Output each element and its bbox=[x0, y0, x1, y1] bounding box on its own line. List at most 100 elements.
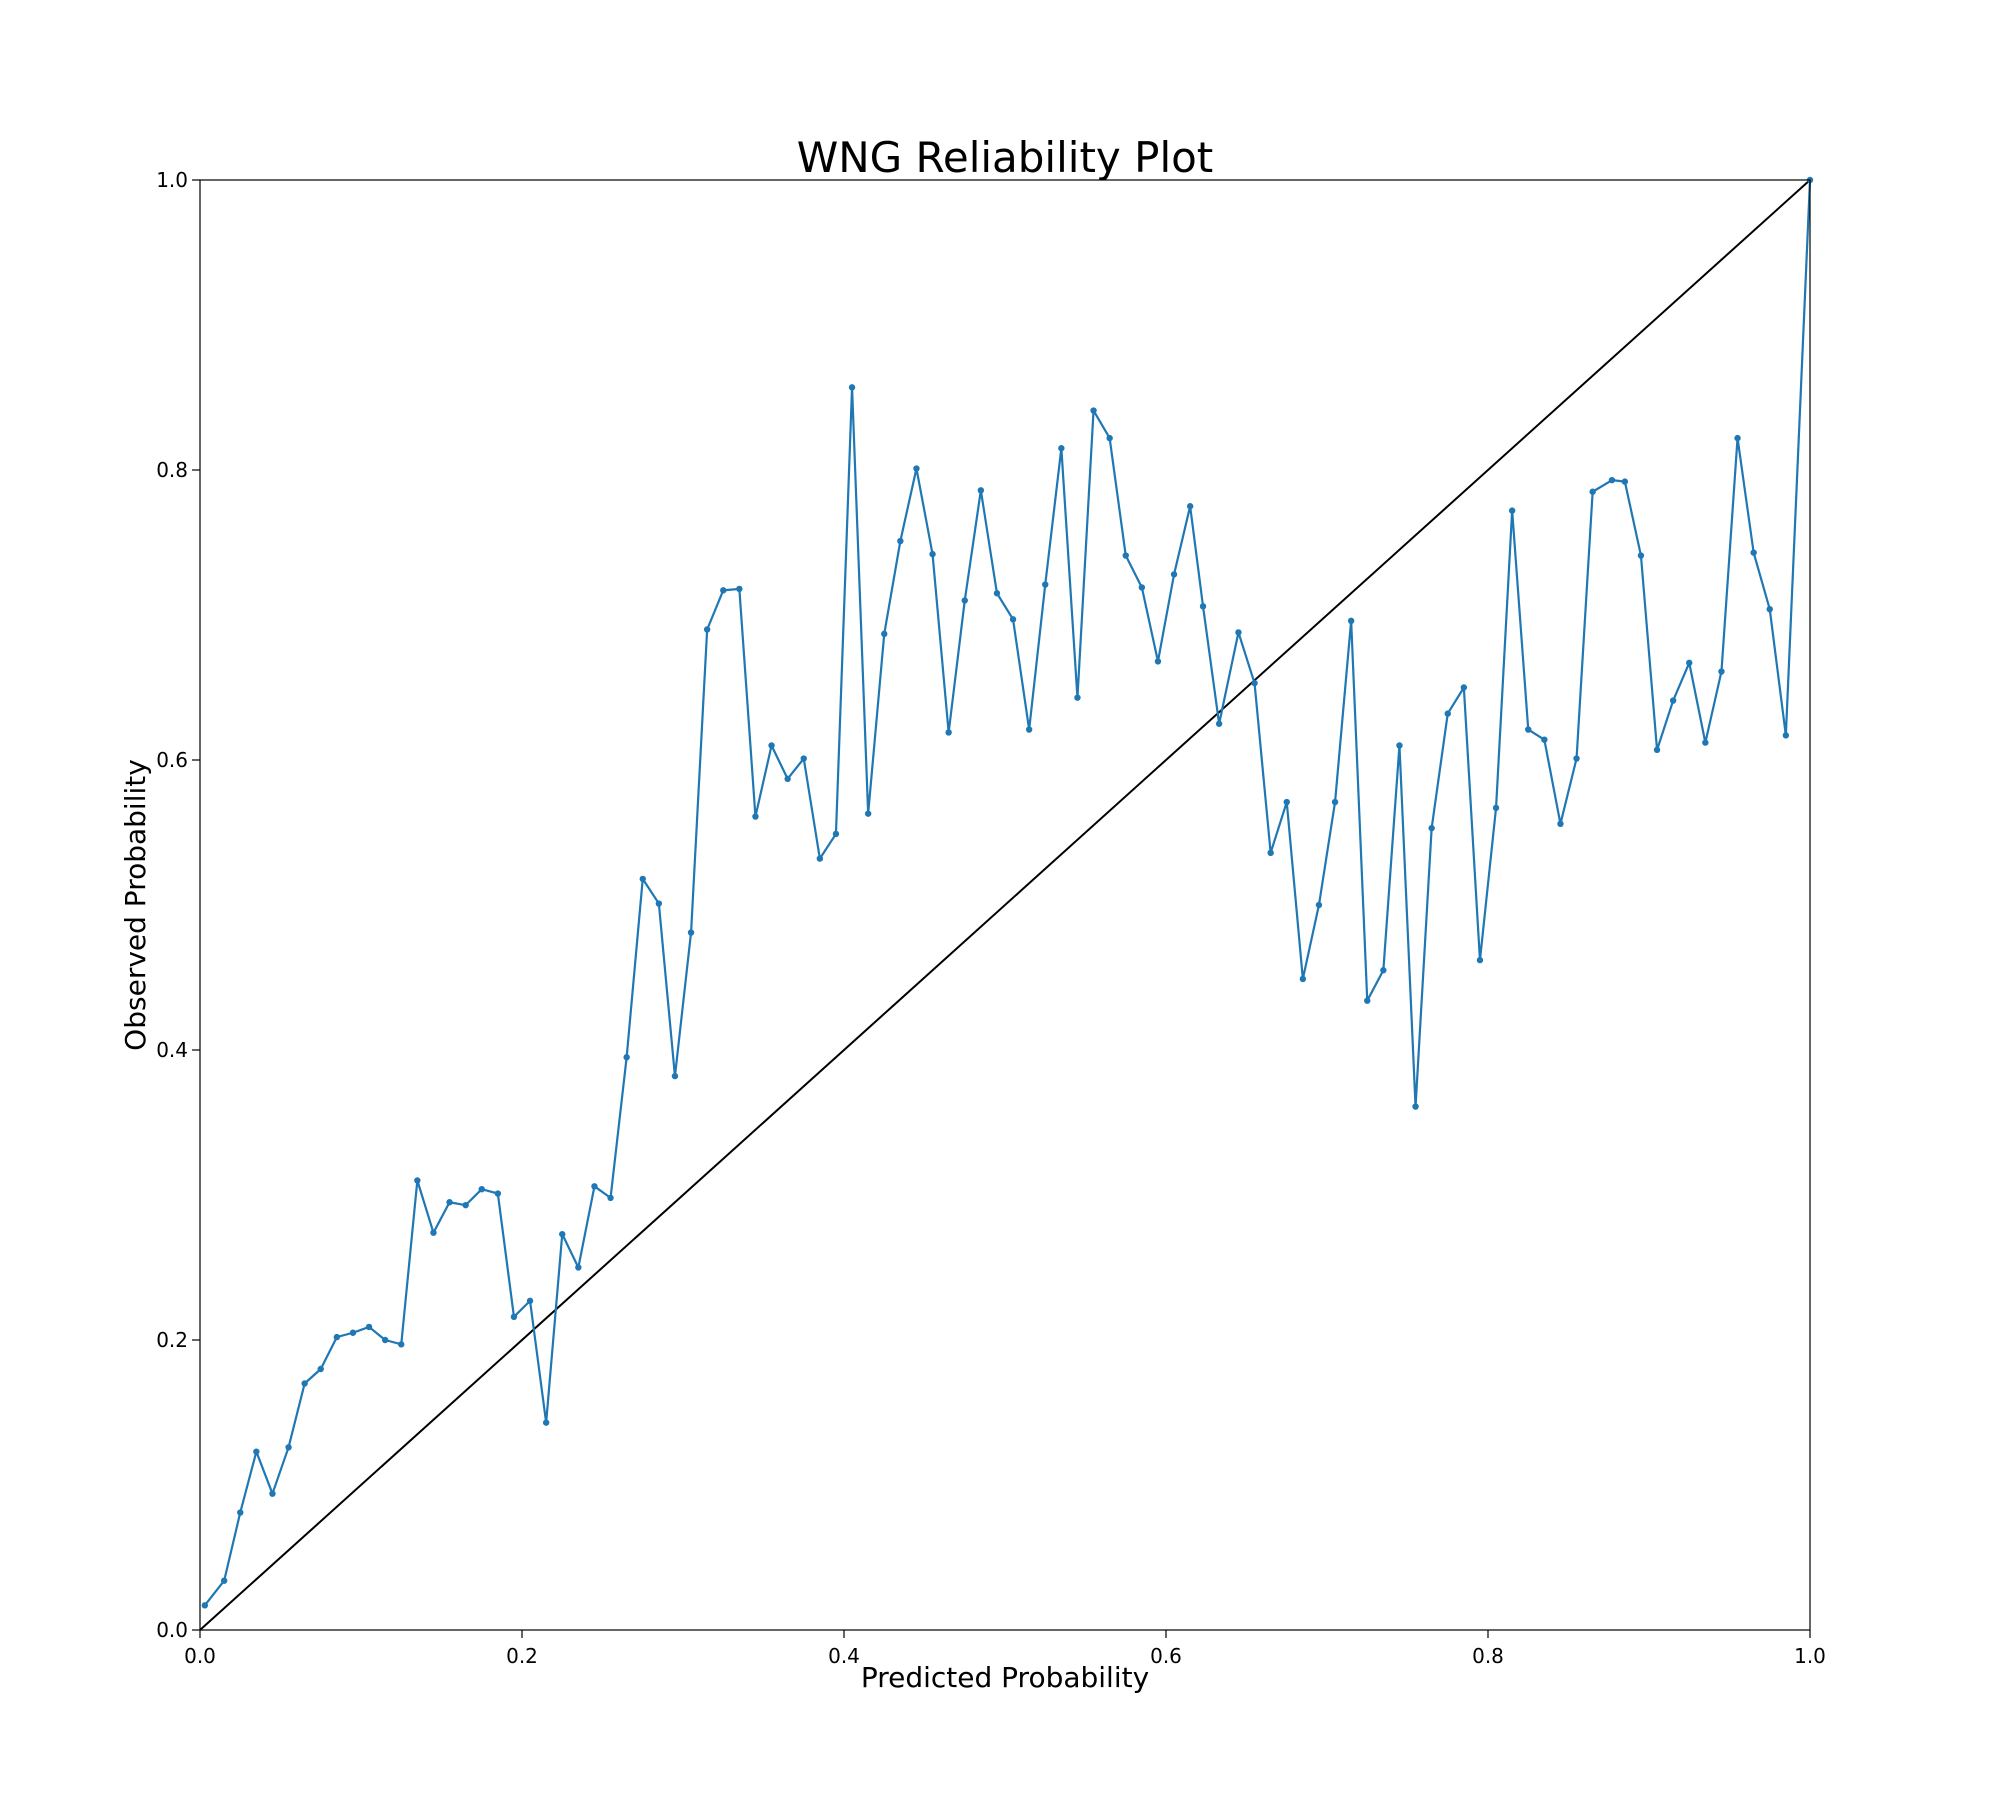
data-point bbox=[1074, 694, 1081, 701]
data-point bbox=[977, 487, 985, 494]
data-point bbox=[1396, 742, 1403, 749]
data-point bbox=[1331, 798, 1339, 806]
diagonal-reference-line bbox=[199, 179, 1811, 1631]
data-point bbox=[703, 626, 711, 633]
data-point bbox=[1492, 804, 1500, 812]
data-point bbox=[1608, 476, 1616, 484]
data-point bbox=[220, 1577, 228, 1584]
data-point bbox=[848, 384, 856, 391]
x-tick-label: 0.0 bbox=[184, 1644, 216, 1668]
data-point bbox=[1557, 820, 1564, 827]
y-tick-label: 0.6 bbox=[156, 748, 188, 772]
data-point bbox=[1525, 726, 1532, 733]
chart-title: WNG Reliability Plot bbox=[797, 133, 1214, 182]
y-tick-label: 0.2 bbox=[156, 1328, 188, 1352]
data-point bbox=[736, 585, 743, 593]
data-point bbox=[1782, 732, 1790, 739]
data-point bbox=[1669, 697, 1677, 704]
data-point bbox=[365, 1323, 373, 1331]
y-tick-label: 0.8 bbox=[156, 458, 188, 482]
y-tick-label: 1.0 bbox=[156, 168, 188, 192]
data-point bbox=[1718, 668, 1725, 675]
y-tick-label: 0.0 bbox=[156, 1618, 188, 1642]
data-point bbox=[945, 729, 952, 736]
data-point bbox=[398, 1341, 405, 1348]
data-point bbox=[1412, 1103, 1419, 1110]
data-point bbox=[1251, 679, 1258, 687]
x-tick-label: 0.4 bbox=[828, 1644, 860, 1668]
data-point bbox=[1106, 434, 1113, 442]
data-point bbox=[800, 755, 807, 762]
data-point bbox=[1090, 407, 1097, 414]
data-point bbox=[929, 550, 936, 558]
data-point bbox=[285, 1444, 292, 1451]
data-point bbox=[462, 1201, 469, 1209]
data-point bbox=[591, 1183, 598, 1190]
data-point bbox=[897, 537, 904, 545]
data-point bbox=[1025, 726, 1033, 733]
data-point bbox=[446, 1199, 453, 1206]
y-axis-label: Observed Probability bbox=[119, 759, 152, 1051]
data-point bbox=[1476, 956, 1484, 964]
data-point bbox=[671, 1072, 679, 1080]
data-point bbox=[768, 742, 775, 749]
data-point bbox=[478, 1186, 485, 1193]
data-point bbox=[1686, 659, 1693, 667]
data-point bbox=[1541, 736, 1548, 743]
data-point bbox=[301, 1380, 308, 1387]
data-point bbox=[1380, 967, 1387, 974]
data-point bbox=[414, 1177, 421, 1184]
data-point bbox=[655, 900, 663, 907]
data-point bbox=[1199, 603, 1207, 610]
data-point bbox=[317, 1365, 324, 1373]
data-point bbox=[1235, 629, 1242, 636]
data-point bbox=[720, 587, 727, 594]
data-point bbox=[687, 929, 695, 936]
data-point bbox=[1734, 434, 1741, 442]
data-point bbox=[1058, 445, 1065, 452]
data-point bbox=[1299, 975, 1307, 983]
data-point bbox=[1428, 824, 1435, 832]
data-point bbox=[1589, 488, 1596, 495]
data-point bbox=[1170, 571, 1178, 578]
data-point bbox=[510, 1313, 518, 1321]
x-tick-label: 0.2 bbox=[506, 1644, 538, 1668]
data-point bbox=[1186, 503, 1194, 510]
data-point bbox=[1460, 684, 1468, 691]
data-point bbox=[1750, 549, 1757, 556]
data-point bbox=[269, 1490, 276, 1497]
data-point bbox=[1653, 746, 1661, 754]
data-point bbox=[1347, 617, 1355, 624]
data-point bbox=[1637, 552, 1645, 559]
data-point bbox=[752, 813, 759, 820]
x-axis: 0.0 0.2 0.4 0.6 0.8 1.0 bbox=[184, 1630, 1826, 1668]
x-axis-label: Predicted Probability bbox=[861, 1661, 1149, 1694]
data-point bbox=[1009, 616, 1017, 623]
y-tick-label: 0.4 bbox=[156, 1038, 188, 1062]
data-point bbox=[864, 810, 872, 817]
data-point bbox=[1702, 739, 1709, 746]
data-point bbox=[961, 597, 968, 604]
data-point bbox=[201, 1602, 209, 1609]
data-point bbox=[1215, 720, 1223, 727]
data-point bbox=[1364, 997, 1371, 1004]
data-point bbox=[623, 1054, 630, 1061]
data-point bbox=[559, 1230, 566, 1238]
data-point bbox=[993, 590, 1001, 597]
data-point bbox=[1573, 755, 1580, 762]
plot-frame bbox=[199, 179, 1811, 1631]
data-point bbox=[832, 830, 840, 838]
data-point bbox=[1315, 901, 1323, 909]
data-point bbox=[1122, 552, 1129, 559]
data-point bbox=[881, 630, 888, 638]
data-point bbox=[1154, 658, 1162, 665]
data-point bbox=[1766, 606, 1773, 613]
data-point bbox=[1267, 849, 1274, 856]
data-point bbox=[639, 875, 646, 883]
data-point bbox=[1508, 507, 1516, 514]
data-point bbox=[575, 1264, 582, 1271]
data-point bbox=[913, 465, 920, 472]
data-point bbox=[430, 1229, 437, 1236]
